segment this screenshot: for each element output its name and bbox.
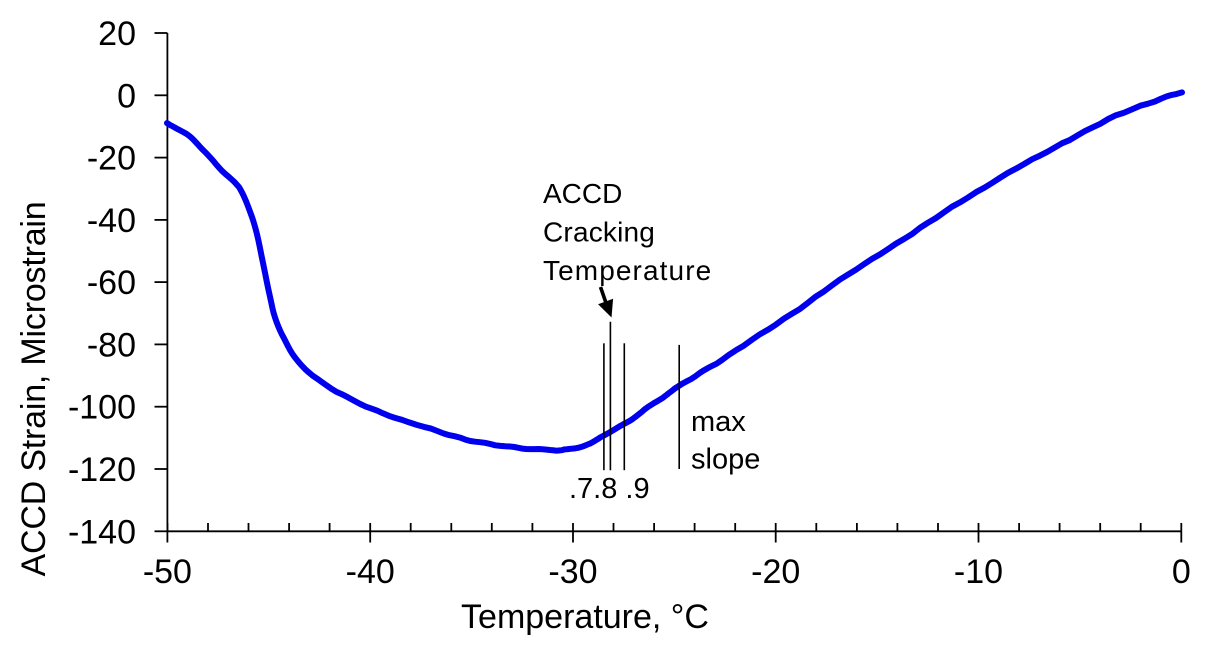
svg-text:Temperature, °C: Temperature, °C: [461, 598, 709, 636]
svg-text:-60: -60: [87, 264, 136, 302]
svg-text:.7.8 .9: .7.8 .9: [569, 473, 650, 505]
svg-text:-30: -30: [548, 553, 597, 591]
svg-text:-20: -20: [751, 553, 800, 591]
svg-text:20: 20: [98, 15, 136, 53]
svg-text:-100: -100: [68, 389, 136, 427]
svg-text:-40: -40: [346, 553, 395, 591]
svg-text:ACCD: ACCD: [543, 178, 622, 209]
svg-text:-40: -40: [87, 202, 136, 240]
svg-text:-10: -10: [954, 553, 1003, 591]
svg-text:-140: -140: [68, 513, 136, 551]
svg-text:0: 0: [1172, 553, 1191, 591]
svg-text:Temperature: Temperature: [543, 255, 712, 286]
svg-text:-50: -50: [143, 553, 192, 591]
svg-text:max: max: [691, 406, 746, 438]
svg-text:ACCD Strain, Microstrain: ACCD Strain, Microstrain: [15, 202, 53, 577]
svg-text:-80: -80: [87, 326, 136, 364]
svg-text:-20: -20: [87, 140, 136, 178]
svg-text:-120: -120: [68, 451, 136, 489]
svg-text:Cracking: Cracking: [543, 217, 655, 248]
svg-text:0: 0: [117, 77, 136, 115]
svg-text:slope: slope: [691, 444, 760, 476]
